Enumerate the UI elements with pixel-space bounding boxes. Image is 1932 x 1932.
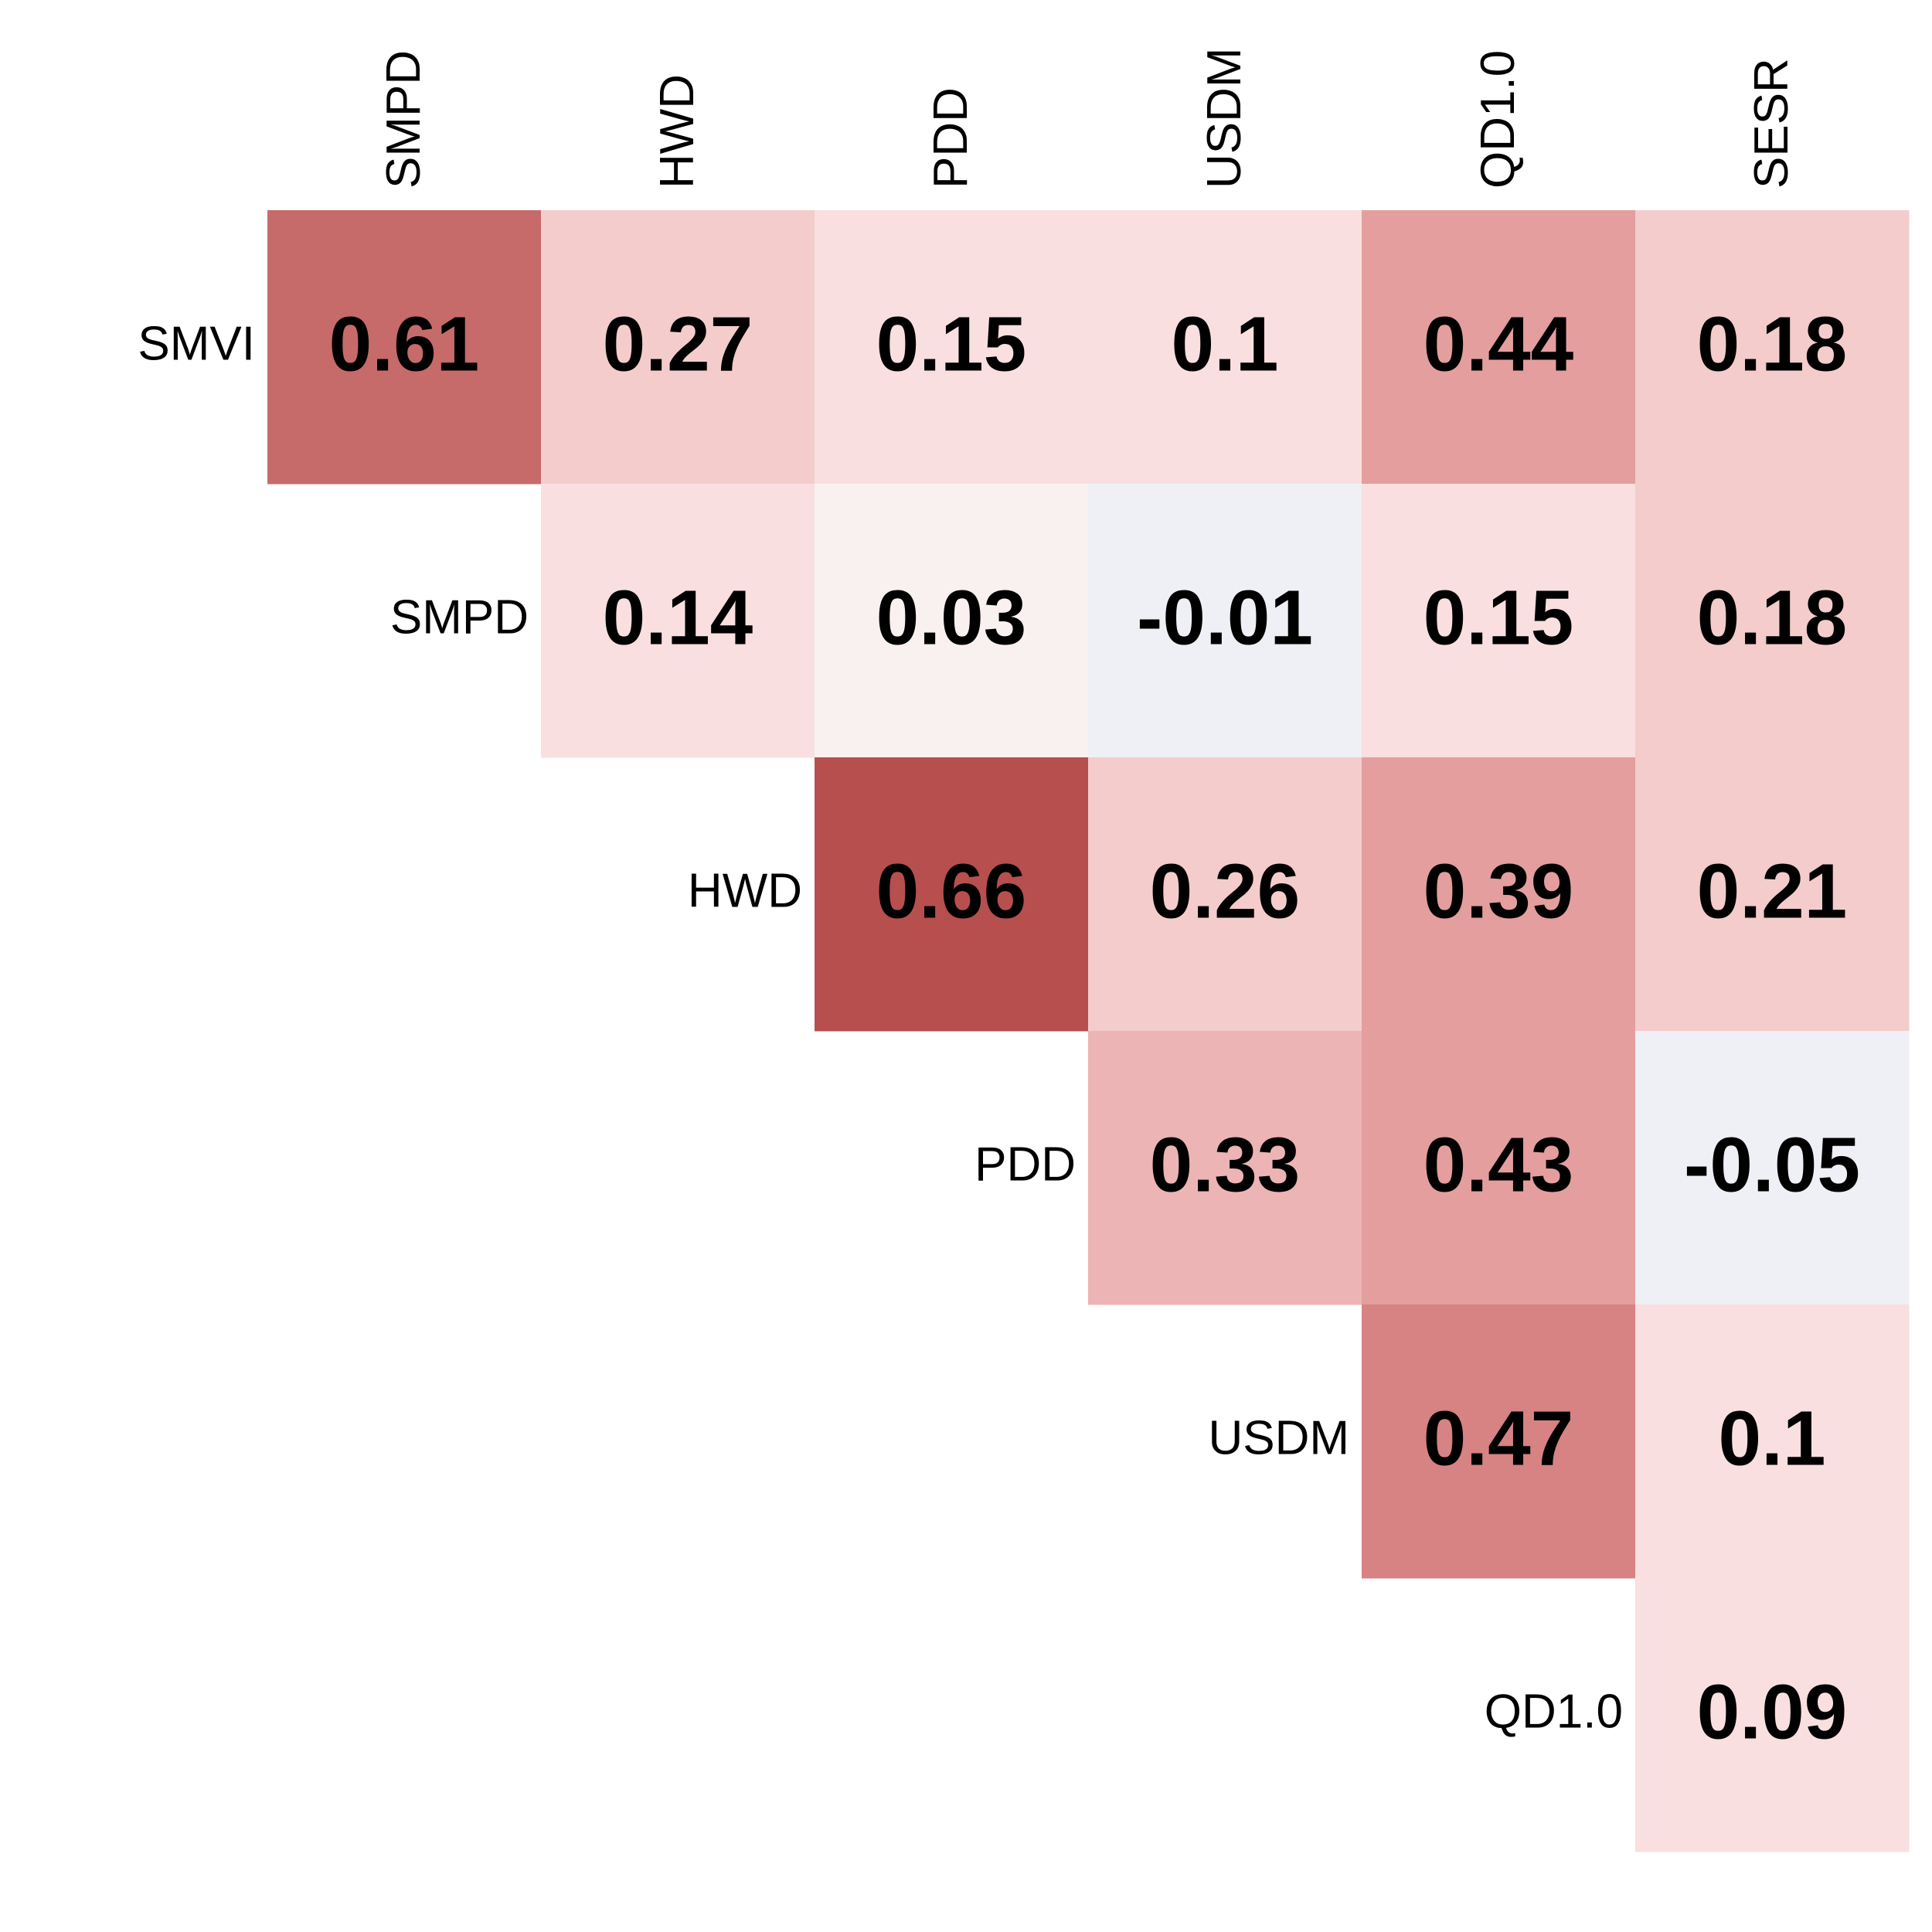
heatmap-cell-usdm-qd1-0 <box>1362 1304 1636 1579</box>
cell-value-label: 0.26 <box>1150 848 1301 934</box>
cell-value-label: 0.33 <box>1150 1121 1301 1208</box>
cell-value-label: 0.39 <box>1423 848 1574 934</box>
row-label-pdd: PDD <box>975 1138 1076 1191</box>
heatmap-cell-smvi-hwd <box>541 210 815 485</box>
heatmap-cell-smvi-smpd <box>267 210 542 485</box>
heatmap-cell-pdd-usdm <box>1088 1031 1362 1305</box>
column-label-usdm: USDM <box>1198 47 1251 189</box>
cell-value-label: 0.1 <box>1718 1395 1825 1481</box>
heatmap-cell-smvi-usdm <box>1088 210 1362 485</box>
cell-value-label: 0.18 <box>1697 574 1848 661</box>
heatmap-cell-smvi-sesr <box>1635 210 1910 485</box>
column-label-qd1-0: QD1.0 <box>1471 50 1525 189</box>
cell-value-label: -0.05 <box>1684 1121 1860 1208</box>
cell-value-label: 0.03 <box>876 574 1027 661</box>
cell-value-label: 0.44 <box>1423 301 1574 387</box>
heatmap-cell-hwd-pdd <box>815 757 1089 1032</box>
heatmap-cell-smvi-qd1-0 <box>1362 210 1636 485</box>
heatmap-cell-smpd-hwd <box>541 484 815 758</box>
heatmap-cell-hwd-sesr <box>1635 757 1910 1032</box>
heatmap-cell-smpd-qd1-0 <box>1362 484 1636 758</box>
row-label-smpd: SMPD <box>390 590 529 644</box>
heatmap-cell-qd1-0-sesr <box>1635 1578 1910 1852</box>
cell-value-label: 0.61 <box>329 301 480 387</box>
heatmap-cell-smpd-pdd <box>815 484 1089 758</box>
cell-value-label: 0.15 <box>876 301 1027 387</box>
heatmap-cell-pdd-qd1-0 <box>1362 1031 1636 1305</box>
cell-value-label: 0.15 <box>1423 574 1574 661</box>
cell-value-label: 0.09 <box>1697 1668 1848 1755</box>
heatmap-cell-hwd-usdm <box>1088 757 1362 1032</box>
heatmap-cell-smpd-sesr <box>1635 484 1910 758</box>
heatmap-cell-usdm-sesr <box>1635 1304 1910 1579</box>
heatmap-cell-pdd-sesr <box>1635 1031 1910 1305</box>
row-label-qd1-0: QD1.0 <box>1485 1685 1623 1738</box>
heatmap-cell-smpd-usdm <box>1088 484 1362 758</box>
cell-value-label: 0.1 <box>1171 301 1278 387</box>
cell-value-label: 0.21 <box>1697 848 1848 934</box>
column-label-sesr: SESR <box>1745 58 1798 189</box>
column-label-hwd: HWD <box>651 74 704 189</box>
column-label-pdd: PDD <box>924 87 978 189</box>
cell-value-label: 0.14 <box>603 574 753 661</box>
column-label-smpd: SMPD <box>377 50 430 189</box>
cell-value-label: 0.43 <box>1423 1121 1574 1208</box>
cell-value-label: 0.27 <box>603 301 753 387</box>
cell-value-label: 0.66 <box>876 848 1027 934</box>
heatmap-cell-hwd-qd1-0 <box>1362 757 1636 1032</box>
cell-value-label: -0.01 <box>1137 574 1313 661</box>
row-label-hwd: HWD <box>688 864 802 917</box>
heatmap-cell-smvi-pdd <box>815 210 1089 485</box>
cell-value-label: 0.47 <box>1423 1395 1574 1481</box>
cell-value-label: 0.18 <box>1697 301 1848 387</box>
row-label-usdm: USDM <box>1208 1411 1349 1464</box>
row-label-smvi: SMVI <box>138 317 255 370</box>
